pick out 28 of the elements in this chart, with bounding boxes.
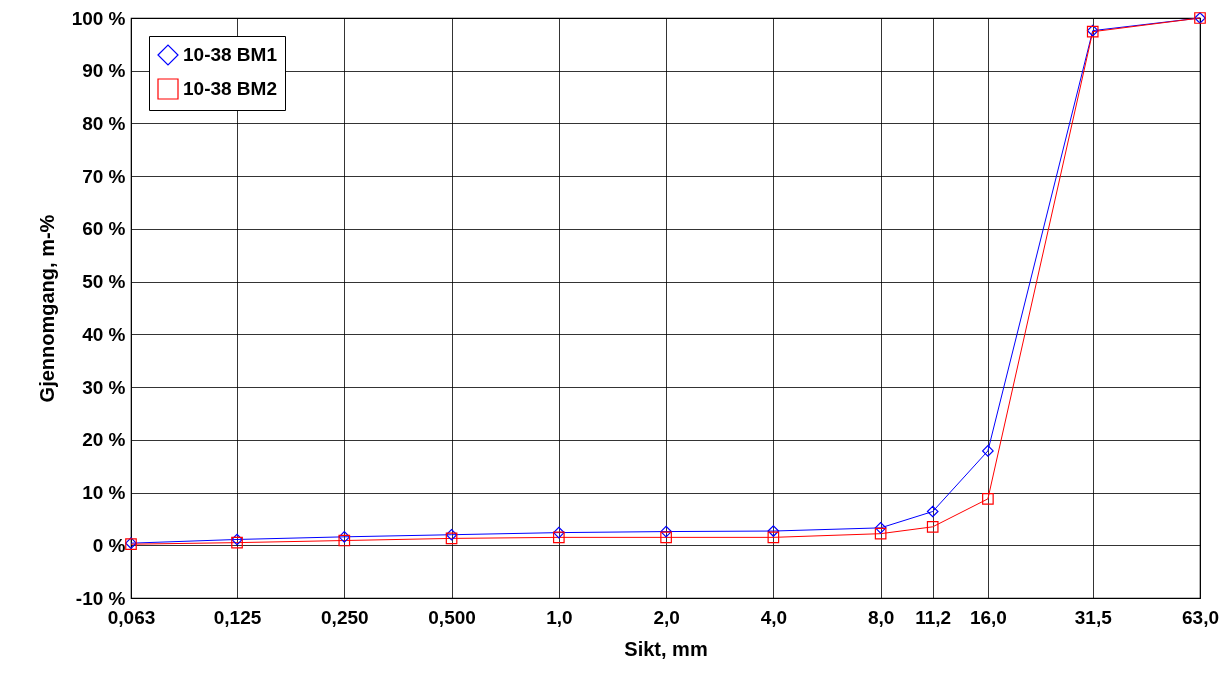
x-axis-title: Sikt, mm (624, 637, 708, 660)
y-tick-label: 60 % (82, 218, 126, 240)
x-tick-label: 31,5 (1074, 606, 1113, 628)
y-tick-label: 90 % (82, 60, 126, 82)
x-tick-label: 11,2 (915, 606, 952, 628)
x-tick-label: 0,500 (428, 606, 476, 628)
x-tick-label: 63,0 (1182, 606, 1219, 628)
x-tick-label: 0,250 (321, 606, 369, 628)
x-tick-label: 8,0 (867, 606, 895, 628)
y-tick-label: 50 % (82, 271, 126, 293)
legend-label: 10-38 BM1 (183, 44, 278, 65)
y-tick-label: 80 % (82, 112, 126, 134)
y-tick-label: 100 % (71, 7, 126, 29)
x-tick-label: 0,125 (213, 606, 262, 628)
y-tick-label: 30 % (82, 376, 126, 398)
y-tick-label: 40 % (82, 323, 126, 345)
y-tick-label: 10 % (82, 482, 126, 504)
x-tick-label: 2,0 (653, 606, 680, 628)
x-tick-label: 1,0 (546, 606, 573, 628)
legend-label: 10-38 BM2 (183, 78, 277, 99)
x-tick-label: 0,063 (107, 606, 156, 628)
x-tick-label: 4,0 (760, 606, 788, 628)
y-tick-label: 70 % (82, 165, 126, 187)
x-tick-label: 16,0 (969, 606, 1007, 628)
y-tick-label: 20 % (82, 429, 126, 451)
y-tick-label: -10 % (75, 587, 126, 609)
y-axis-title: Gjennomgang, m-% (35, 214, 58, 403)
y-tick-label: 0 % (92, 534, 126, 556)
